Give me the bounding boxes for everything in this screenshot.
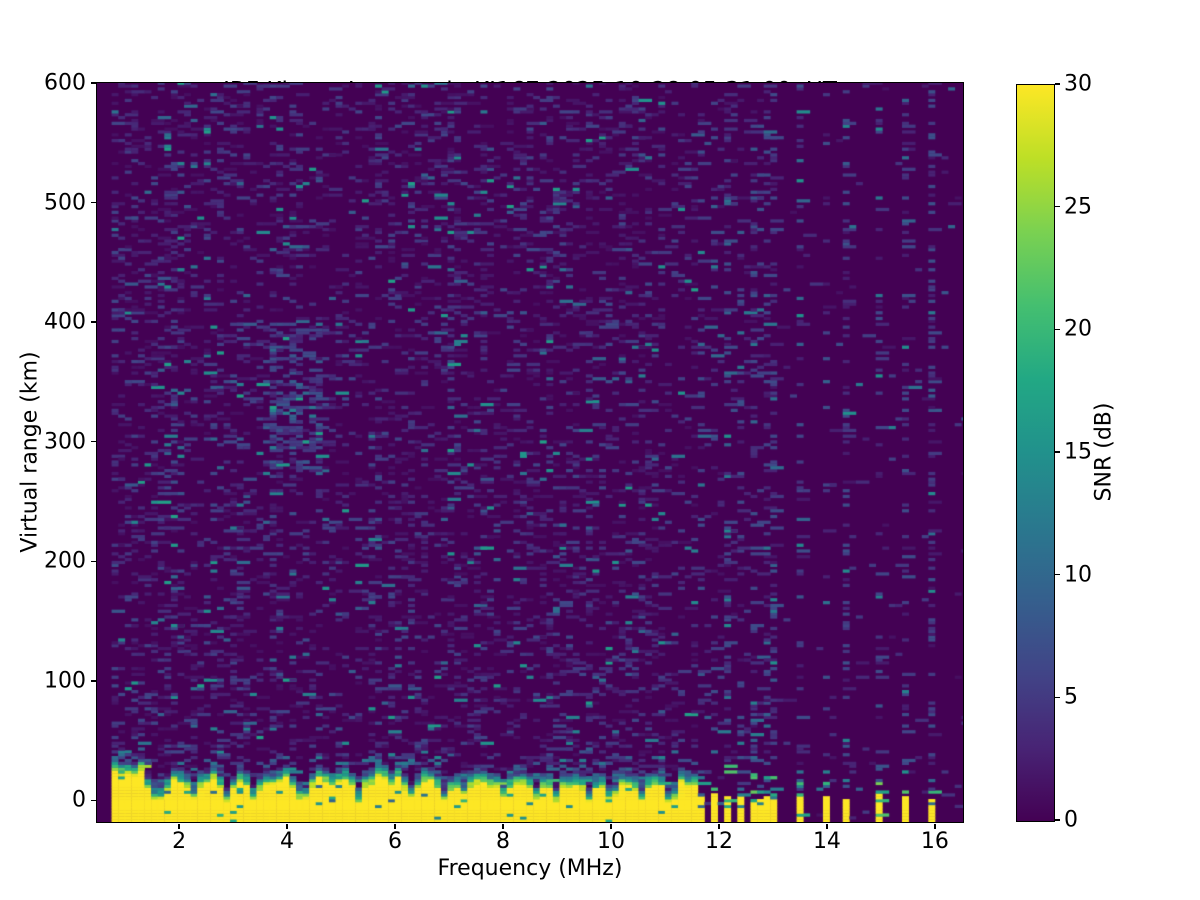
colorbar-tick-label-30: 30: [1064, 71, 1092, 97]
colorbar-tick-mark-0: [1055, 819, 1060, 821]
x-tick-mark-16: [934, 823, 936, 829]
y-tick-mark-500: [91, 201, 96, 204]
plot-area: [96, 82, 964, 823]
colorbar-tick-mark-5: [1055, 696, 1060, 699]
y-tick-mark-100: [91, 680, 96, 682]
colorbar-tick-label-5: 5: [1064, 684, 1078, 710]
y-tick-label-500: 500: [44, 190, 86, 216]
x-tick-label-12: 12: [704, 829, 733, 854]
colorbar-tick-label-15: 15: [1064, 439, 1092, 465]
x-tick-label-14: 14: [812, 829, 841, 854]
colorbar-tick-label-0: 0: [1064, 807, 1078, 833]
heatmap-canvas: [97, 83, 963, 822]
x-tick-mark-12: [718, 823, 720, 829]
colorbar-tick-mark-20: [1055, 328, 1060, 331]
x-tick-label-2: 2: [172, 829, 187, 854]
x-tick-mark-4: [286, 823, 288, 829]
y-tick-label-100: 100: [44, 668, 86, 694]
y-tick-label-300: 300: [44, 429, 86, 455]
x-tick-label-10: 10: [596, 829, 625, 854]
colorbar-tick-mark-30: [1055, 83, 1060, 85]
colorbar-tick-mark-10: [1055, 573, 1060, 576]
colorbar-tick-mark-15: [1055, 451, 1060, 453]
y-tick-mark-300: [91, 440, 96, 443]
x-axis-label: Frequency (MHz): [437, 856, 623, 881]
colorbar-label: SNR (dB): [1091, 402, 1117, 502]
y-tick-mark-400: [91, 321, 96, 323]
colorbar-tick-mark-25: [1055, 205, 1060, 208]
y-tick-label-600: 600: [44, 70, 86, 96]
colorbar: [1016, 84, 1055, 822]
x-tick-label-4: 4: [280, 829, 295, 854]
y-tick-label-0: 0: [72, 787, 86, 813]
colorbar-tick-label-25: 25: [1064, 194, 1092, 220]
colorbar-tick-label-20: 20: [1064, 316, 1092, 342]
y-axis-label: Virtual range (km): [17, 351, 43, 553]
y-tick-label-400: 400: [44, 309, 86, 335]
x-tick-label-16: 16: [920, 829, 949, 854]
x-tick-label-6: 6: [388, 829, 403, 854]
x-tick-mark-2: [178, 823, 180, 829]
x-tick-label-8: 8: [496, 829, 510, 854]
x-tick-mark-10: [610, 823, 612, 829]
x-tick-mark-8: [502, 823, 504, 829]
y-tick-mark-200: [91, 560, 96, 563]
x-tick-mark-6: [394, 823, 396, 829]
colorbar-tick-label-10: 10: [1064, 562, 1092, 588]
y-tick-label-200: 200: [44, 548, 86, 574]
x-tick-mark-14: [826, 823, 828, 829]
y-tick-mark-600: [91, 82, 96, 84]
y-tick-mark-0: [91, 799, 96, 802]
